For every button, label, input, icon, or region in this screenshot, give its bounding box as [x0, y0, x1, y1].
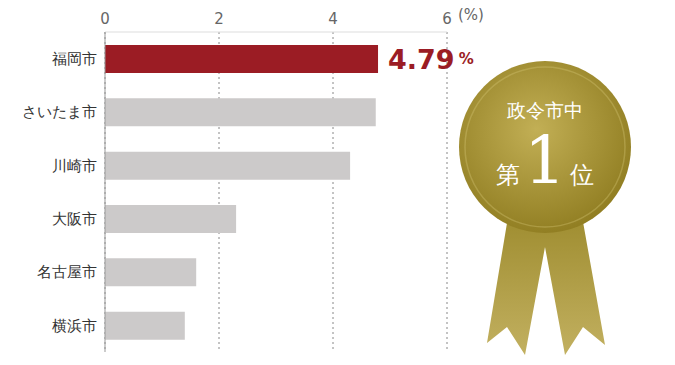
svg-text:6: 6	[442, 10, 452, 28]
svg-text:大阪市: 大阪市	[52, 210, 97, 228]
svg-text:2: 2	[214, 10, 224, 28]
svg-text:名古屋市: 名古屋市	[37, 263, 97, 281]
svg-text:横浜市: 横浜市	[52, 317, 97, 335]
svg-text:4: 4	[328, 10, 338, 28]
svg-text:4.79%: 4.79%	[388, 44, 474, 75]
svg-text:政令市中: 政令市中	[507, 99, 583, 121]
svg-text:0: 0	[100, 10, 110, 28]
svg-text:福岡市: 福岡市	[52, 50, 97, 68]
svg-text:川崎市: 川崎市	[52, 157, 97, 175]
svg-text:さいたま市: さいたま市	[22, 103, 97, 121]
svg-text:第1位: 第1位	[496, 122, 594, 199]
